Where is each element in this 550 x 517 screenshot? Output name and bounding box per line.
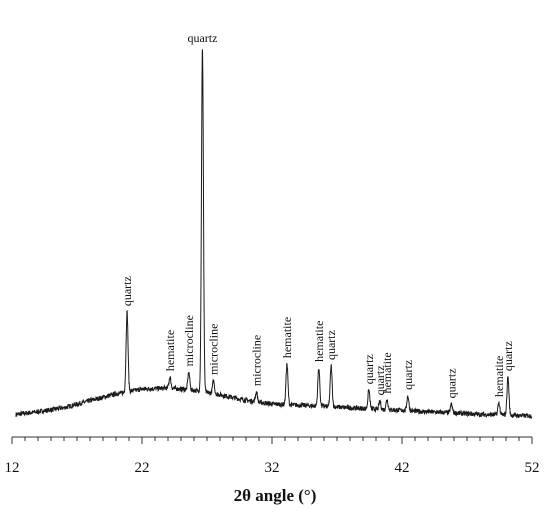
peak-label: quartz xyxy=(401,360,415,390)
peak-label: hematite xyxy=(492,356,506,397)
peak-label: hematite xyxy=(163,330,177,371)
x-tick-label: 42 xyxy=(395,460,410,476)
x-axis xyxy=(11,436,533,444)
x-tick-label: 32 xyxy=(265,460,280,476)
x-tick-labels: 12 22 32 42 52 xyxy=(5,460,540,476)
peak-label: quartz xyxy=(187,31,217,45)
diffraction-pattern-line xyxy=(15,49,533,420)
peak-label: quartz xyxy=(373,365,387,395)
peak-label: microcline xyxy=(249,335,263,386)
x-tick-label: 52 xyxy=(525,460,540,476)
peak-label: microcline xyxy=(182,315,196,366)
peak-label: quartz xyxy=(444,368,458,398)
x-tick-label: 22 xyxy=(135,460,150,476)
peak-label: quartz xyxy=(324,330,338,360)
peak-label: hematite xyxy=(280,317,294,358)
x-tick-label: 12 xyxy=(5,460,20,476)
peak-label: quartz xyxy=(120,276,134,306)
peak-label: hematite xyxy=(312,321,326,362)
peak-label: hematite xyxy=(380,352,394,393)
peak-label: microcline xyxy=(207,324,221,375)
x-axis-title: 2θ angle (°) xyxy=(234,486,317,505)
peak-label: quartz xyxy=(362,354,376,384)
peak-label: quartz xyxy=(501,341,515,371)
plot-layer xyxy=(15,49,533,420)
